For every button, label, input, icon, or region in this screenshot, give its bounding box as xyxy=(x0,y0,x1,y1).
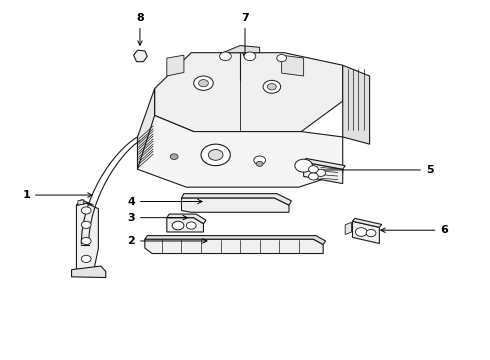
Text: 4: 4 xyxy=(127,197,202,207)
Polygon shape xyxy=(134,50,147,62)
Circle shape xyxy=(316,169,326,176)
Circle shape xyxy=(81,207,91,214)
Circle shape xyxy=(244,52,256,60)
Polygon shape xyxy=(76,200,94,205)
Polygon shape xyxy=(72,266,106,278)
Text: 8: 8 xyxy=(136,13,144,45)
Polygon shape xyxy=(76,203,98,271)
Text: 1: 1 xyxy=(22,190,92,200)
Circle shape xyxy=(201,144,230,166)
Polygon shape xyxy=(345,222,351,234)
Text: 7: 7 xyxy=(241,13,249,58)
Circle shape xyxy=(355,228,367,236)
Circle shape xyxy=(309,173,318,180)
Polygon shape xyxy=(181,198,289,212)
Text: 6: 6 xyxy=(381,225,448,235)
Circle shape xyxy=(220,52,231,60)
Circle shape xyxy=(366,229,376,237)
Polygon shape xyxy=(282,55,304,76)
Circle shape xyxy=(208,149,223,160)
Text: 5: 5 xyxy=(308,165,434,175)
Polygon shape xyxy=(138,89,155,169)
Polygon shape xyxy=(304,158,345,169)
Polygon shape xyxy=(352,219,382,227)
Text: 3: 3 xyxy=(127,213,187,222)
Polygon shape xyxy=(145,235,326,244)
Polygon shape xyxy=(181,194,292,205)
Polygon shape xyxy=(155,53,343,132)
Polygon shape xyxy=(167,218,203,232)
Circle shape xyxy=(186,222,196,229)
Circle shape xyxy=(172,221,184,230)
Circle shape xyxy=(170,154,178,159)
FancyBboxPatch shape xyxy=(212,200,222,210)
Circle shape xyxy=(254,156,266,165)
Polygon shape xyxy=(167,55,184,76)
Polygon shape xyxy=(304,162,343,184)
Polygon shape xyxy=(343,65,369,144)
Circle shape xyxy=(277,54,287,62)
Polygon shape xyxy=(223,45,260,53)
Polygon shape xyxy=(145,239,323,253)
Circle shape xyxy=(268,84,276,90)
Polygon shape xyxy=(138,116,343,187)
FancyBboxPatch shape xyxy=(197,200,207,210)
Circle shape xyxy=(263,80,281,93)
FancyBboxPatch shape xyxy=(227,200,237,210)
Circle shape xyxy=(256,161,263,166)
Polygon shape xyxy=(78,200,84,205)
FancyBboxPatch shape xyxy=(242,200,251,210)
Circle shape xyxy=(81,221,91,228)
Text: 2: 2 xyxy=(127,236,207,246)
Circle shape xyxy=(309,166,318,173)
Polygon shape xyxy=(352,221,379,243)
Polygon shape xyxy=(167,214,206,224)
Circle shape xyxy=(198,80,208,87)
Circle shape xyxy=(295,159,313,172)
Circle shape xyxy=(81,255,91,262)
Circle shape xyxy=(81,237,91,244)
Circle shape xyxy=(194,76,213,90)
